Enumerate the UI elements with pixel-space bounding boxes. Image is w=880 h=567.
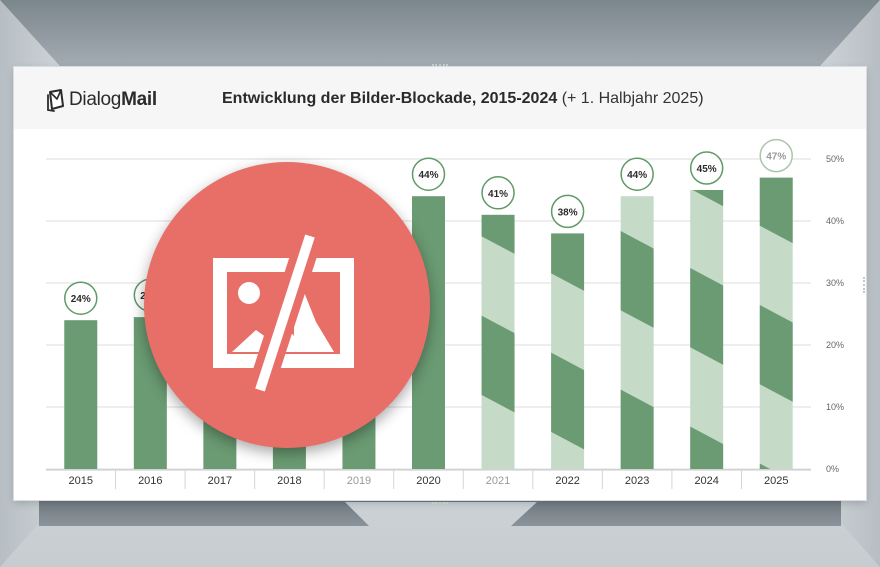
y-tick-label: 40% <box>826 216 844 226</box>
x-tick-label: 2021 <box>486 475 510 487</box>
data-label-ring <box>64 281 98 315</box>
blocked-image-badge <box>144 162 430 448</box>
data-label: 44% <box>627 170 647 181</box>
data-labels: 24%24%44%41%38%44%45%47% <box>64 138 793 315</box>
resize-handle-top[interactable] <box>432 64 448 70</box>
x-tick-label: 2016 <box>138 475 162 487</box>
data-label: 45% <box>697 164 717 175</box>
chart-title: Entwicklung der Bilder-Blockade, 2015-20… <box>222 90 704 108</box>
y-tick-label: 50% <box>826 154 844 164</box>
y-tick-label: 10% <box>826 402 844 412</box>
y-tick-label: 30% <box>826 278 844 288</box>
bar-2015 <box>64 320 98 469</box>
bar-2025 <box>759 177 793 469</box>
data-label-ring <box>620 157 654 191</box>
x-tick-label: 2018 <box>277 475 301 487</box>
x-tick-label: 2023 <box>625 475 649 487</box>
data-label-ring <box>481 176 515 210</box>
chart-title-extra: (+ 1. Halbjahr 2025) <box>561 90 704 107</box>
data-label: 24% <box>71 294 91 305</box>
x-tick-label: 2019 <box>347 475 371 487</box>
resize-handle-bottom[interactable] <box>432 498 448 504</box>
data-label-ring <box>411 157 446 191</box>
x-tick-label: 2015 <box>69 475 93 487</box>
data-label: 41% <box>488 189 508 200</box>
x-tick-label: 2024 <box>694 475 718 487</box>
data-label: 44% <box>418 170 438 181</box>
mail-envelope-icon <box>47 89 64 112</box>
x-tick-label: 2017 <box>208 475 232 487</box>
x-tick-label: 2022 <box>555 475 579 487</box>
y-tick-label: 0% <box>826 464 839 474</box>
logo-text: DialogMail <box>69 89 157 110</box>
bar-2022 <box>551 233 585 469</box>
y-axis: 0% 10% 20% 30% 40% 50% <box>826 154 844 474</box>
bar-2024 <box>690 190 724 469</box>
background-ceiling <box>0 0 880 66</box>
chart-header: DialogMail Entwicklung der Bilder-Blocka… <box>14 67 866 129</box>
x-axis: 2015 2016 2017 2018 2019 2020 2021 2022 2023 2024… <box>46 469 811 489</box>
blocked-image-icon <box>213 231 354 395</box>
bar-chart: 24%24%44%41%38%44%45%47% 201520162017201… <box>46 138 844 489</box>
chart-board: DialogMail Entwicklung der Bilder-Blocka… <box>14 64 869 504</box>
resize-handle-right[interactable] <box>863 277 869 293</box>
x-tick-label: 2025 <box>764 475 788 487</box>
y-tick-label: 20% <box>826 340 844 350</box>
data-label-ring <box>550 194 585 229</box>
data-label-ring <box>689 151 724 185</box>
bar-2023 <box>620 196 654 469</box>
data-label: 47% <box>766 152 786 163</box>
data-label: 38% <box>558 207 578 218</box>
x-tick-label: 2020 <box>416 475 440 487</box>
dialogmail-logo: DialogMail <box>46 87 157 113</box>
chart-title-main: Entwicklung der Bilder-Blockade, 2015-20… <box>222 90 558 107</box>
bar-2021 <box>481 214 515 469</box>
data-label-ring <box>759 138 793 173</box>
